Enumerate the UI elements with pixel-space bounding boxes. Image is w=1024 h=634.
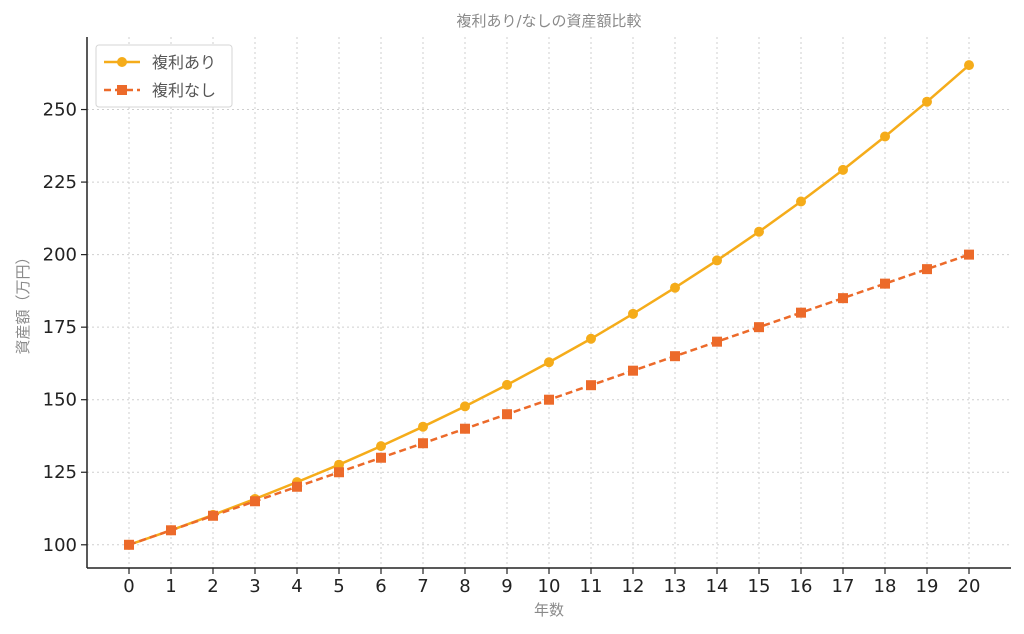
x-tick-label: 14 xyxy=(706,576,729,597)
data-point xyxy=(754,322,764,333)
data-point xyxy=(586,333,596,344)
y-tick-label: 100 xyxy=(43,535,77,556)
data-point xyxy=(712,255,722,266)
data-point xyxy=(628,308,638,319)
y-axis-label: 資産額（万円） xyxy=(14,249,32,354)
chart-title: 複利あり/なしの資産額比較 xyxy=(456,12,641,30)
data-point xyxy=(838,164,848,175)
series-layer xyxy=(124,60,974,550)
y-tick-label: 125 xyxy=(43,462,77,483)
data-point xyxy=(124,539,134,550)
data-point xyxy=(544,357,554,368)
y-tick-label: 250 xyxy=(43,100,77,121)
data-point xyxy=(418,438,428,449)
data-point xyxy=(670,351,680,362)
x-tick-label: 2 xyxy=(207,576,218,597)
data-point xyxy=(628,365,638,376)
data-point xyxy=(880,278,890,289)
data-point xyxy=(754,226,764,237)
data-point xyxy=(460,401,470,412)
data-point xyxy=(166,525,176,536)
grid xyxy=(87,37,1011,568)
legend-label: 複利なし xyxy=(152,81,216,100)
data-point xyxy=(502,409,512,420)
legend-label: 複利あり xyxy=(152,53,216,72)
data-point xyxy=(964,60,974,71)
x-tick-label: 6 xyxy=(375,576,386,597)
x-tick-label: 3 xyxy=(249,576,260,597)
data-point xyxy=(712,336,722,347)
x-tick-label: 18 xyxy=(874,576,897,597)
data-point xyxy=(838,293,848,304)
x-tick-label: 15 xyxy=(748,576,771,597)
x-tick-label: 5 xyxy=(333,576,344,597)
y-tick-label: 150 xyxy=(43,390,77,411)
y-tick-label: 175 xyxy=(43,317,77,338)
x-tick-label: 13 xyxy=(664,576,687,597)
data-point xyxy=(922,264,932,275)
x-tick-label: 9 xyxy=(501,576,512,597)
legend-marker xyxy=(117,57,127,67)
data-point xyxy=(586,380,596,391)
ticks: 0 1 2 3 4 5 6 7 8 9 10 11 12 13 14 15 16 17 18 19 2010012515… xyxy=(43,100,981,597)
data-point xyxy=(922,96,932,107)
data-point xyxy=(460,423,470,434)
data-point xyxy=(334,459,344,470)
data-point xyxy=(334,467,344,478)
data-point xyxy=(376,452,386,463)
x-tick-label: 17 xyxy=(832,576,855,597)
data-point xyxy=(376,441,386,452)
x-tick-label: 16 xyxy=(790,576,813,597)
y-tick-label: 200 xyxy=(43,245,77,266)
data-point xyxy=(292,481,302,492)
data-point xyxy=(670,282,680,293)
x-tick-label: 12 xyxy=(622,576,645,597)
data-point xyxy=(544,394,554,405)
x-tick-label: 19 xyxy=(916,576,939,597)
data-point xyxy=(502,379,512,390)
x-tick-label: 8 xyxy=(459,576,470,597)
data-point xyxy=(796,196,806,207)
x-tick-label: 0 xyxy=(123,576,134,597)
x-tick-label: 4 xyxy=(291,576,302,597)
data-point xyxy=(250,496,260,507)
x-tick-label: 7 xyxy=(417,576,428,597)
legend-marker xyxy=(117,85,127,95)
x-tick-label: 10 xyxy=(538,576,561,597)
x-tick-label: 1 xyxy=(165,576,176,597)
data-point xyxy=(880,131,890,142)
x-tick-label: 20 xyxy=(958,576,981,597)
x-tick-label: 11 xyxy=(580,576,603,597)
legend-box xyxy=(95,44,233,108)
x-axis-label: 年数 xyxy=(534,601,564,619)
series-2 xyxy=(124,249,974,550)
data-point xyxy=(796,307,806,318)
data-point xyxy=(208,510,218,521)
y-tick-label: 225 xyxy=(43,172,77,193)
data-point xyxy=(418,421,428,432)
data-point xyxy=(964,249,974,260)
